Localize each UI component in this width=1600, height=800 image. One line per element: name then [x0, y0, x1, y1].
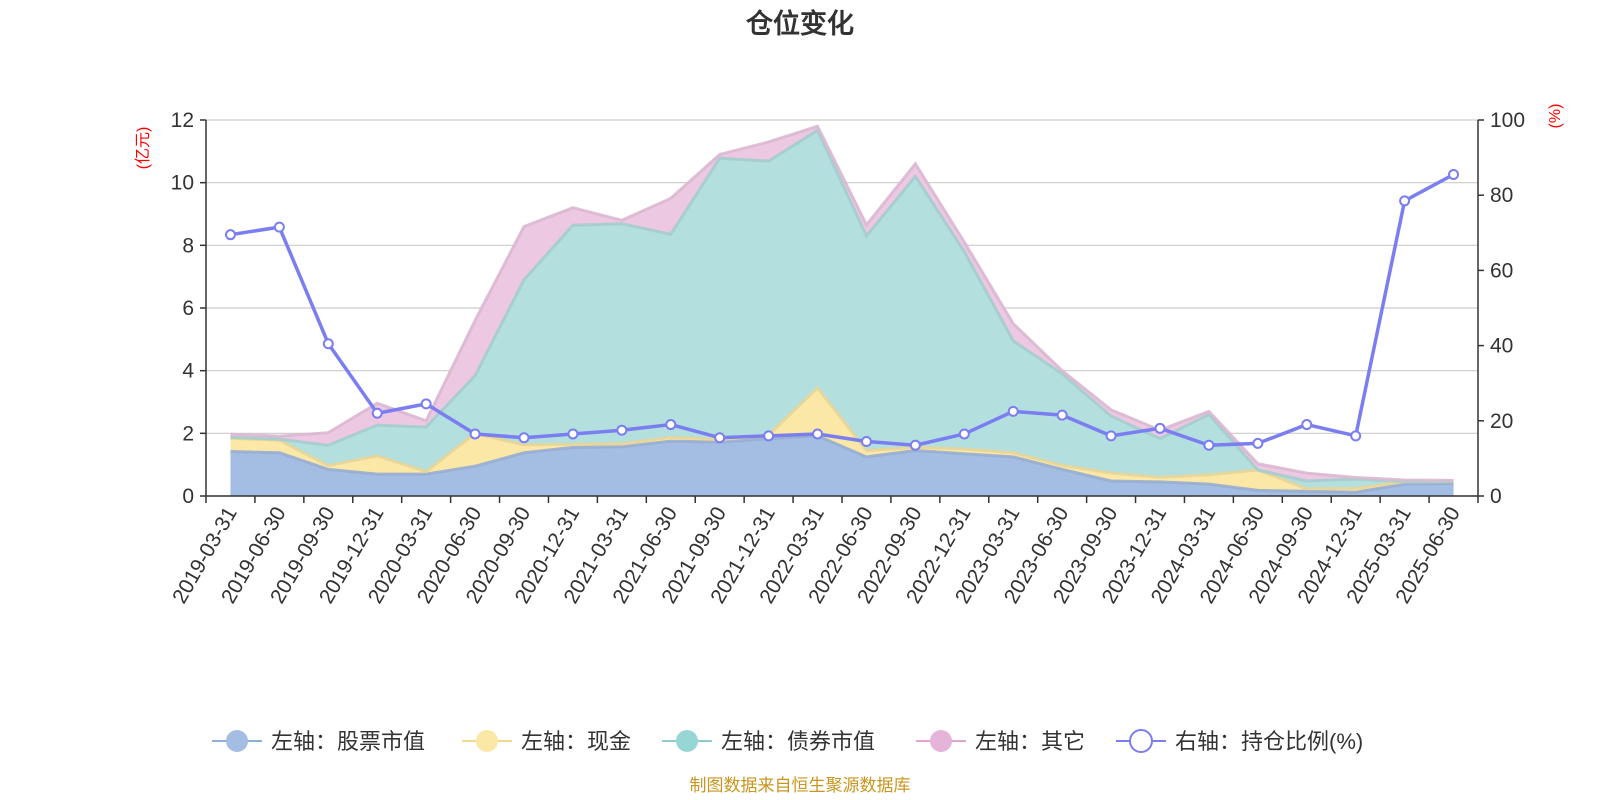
ratio-point — [1154, 422, 1166, 434]
ratio-point — [322, 338, 334, 350]
ratio-point — [714, 432, 726, 444]
area-左轴：现金 — [230, 387, 1454, 493]
ratio-point — [1056, 409, 1068, 421]
ratio-point — [567, 428, 579, 440]
ratio-point — [1301, 419, 1313, 431]
left-tick-label: 2 — [182, 422, 194, 445]
legend-label: 左轴：股票市值 — [271, 729, 425, 754]
ratio-point — [371, 407, 383, 419]
right-tick-label: 100 — [1490, 109, 1525, 132]
chart-title: 仓位变化 — [745, 8, 854, 39]
right-tick-label: 60 — [1490, 259, 1513, 282]
legend: 左轴：股票市值 左轴：现金 左轴：债券市值 左轴：其它 右轴：持仓比例(%) — [212, 729, 1363, 754]
left-tick-label: 10 — [171, 172, 194, 195]
ratio-point — [1399, 195, 1411, 207]
ratio-point — [616, 424, 628, 436]
area-edge-左轴：股票市值 — [230, 434, 1454, 494]
source-note: 制图数据来自恒生聚源数据库 — [690, 776, 911, 795]
right-tick-label: 0 — [1490, 485, 1502, 508]
area-edge-左轴：其它 — [230, 124, 1454, 482]
legend-label: 左轴：其它 — [975, 729, 1085, 754]
ratio-point — [518, 432, 530, 444]
legend-circle-icon — [930, 730, 952, 752]
ratio-point — [860, 435, 872, 447]
ratio-point — [763, 430, 775, 442]
ratio-point — [1203, 439, 1215, 451]
area-edge-左轴：现金 — [230, 385, 1454, 491]
right-tick-label: 80 — [1490, 184, 1513, 207]
left-tick-label: 6 — [182, 297, 194, 320]
area-edge-左轴：债券市值 — [230, 128, 1454, 484]
ratio-point — [909, 439, 921, 451]
left-tick-label: 8 — [182, 234, 194, 257]
ratio-point — [812, 428, 824, 440]
ratio-point — [273, 221, 285, 233]
legend-label: 左轴：债券市值 — [721, 729, 875, 754]
ratio-point — [1252, 437, 1264, 449]
ratio-point — [1448, 169, 1460, 181]
left-tick-label: 0 — [182, 485, 194, 508]
ratio-line-series — [224, 169, 1460, 451]
left-axis-unit: (亿元) — [134, 127, 152, 170]
right-tick-label: 20 — [1490, 410, 1513, 433]
legend-label: 左轴：现金 — [521, 729, 631, 754]
ratio-point — [1007, 405, 1019, 417]
left-tick-label: 4 — [182, 360, 194, 383]
stacked-areas — [230, 124, 1454, 496]
right-tick-label: 40 — [1490, 335, 1513, 358]
ratio-point — [1350, 430, 1362, 442]
right-axis-unit: (%) — [1547, 104, 1564, 129]
ratio-point — [1105, 430, 1117, 442]
legend-circle-icon — [476, 730, 498, 752]
ratio-point — [420, 398, 432, 410]
legend-hollow-circle-icon — [1129, 729, 1153, 753]
ratio-point — [469, 428, 481, 440]
legend-label: 右轴：持仓比例(%) — [1175, 729, 1363, 754]
left-tick-label: 12 — [171, 109, 194, 132]
ratio-point — [665, 419, 677, 431]
legend-circle-icon — [676, 730, 698, 752]
area-左轴：债券市值 — [230, 130, 1454, 489]
ratio-line — [230, 172, 1455, 447]
legend-circle-icon — [226, 730, 248, 752]
ratio-point — [224, 229, 236, 241]
ratio-point — [958, 428, 970, 440]
area-左轴：股票市值 — [230, 435, 1454, 496]
